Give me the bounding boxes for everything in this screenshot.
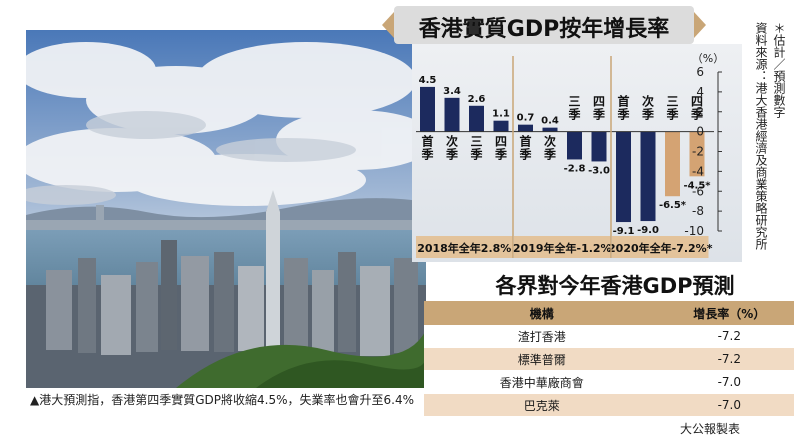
table-row: 巴克萊 -7.0: [424, 393, 794, 417]
rate-cell: -7.0: [659, 393, 794, 417]
table-row: 標準普爾 -7.2: [424, 347, 794, 371]
header-growth-rate: 增長率（%）: [659, 301, 794, 325]
institution-cell: 巴克萊: [424, 393, 660, 417]
chart-title: 香港實質GDP按年增長率: [418, 17, 670, 42]
photo-caption: ▲港大預測指，香港第四季實質GDP將收縮4.5%，失業率也會升至6.4%: [30, 393, 414, 407]
institution-cell: 香港中華廠商會: [424, 370, 660, 394]
hong-kong-skyline-photo: [26, 30, 426, 388]
header-institution: 機構: [424, 301, 660, 325]
rate-cell: -7.2: [659, 325, 794, 348]
table-credit: 大公報製表: [680, 422, 741, 436]
institution-cell: 標準普爾: [424, 347, 660, 371]
institution-cell: 渣打香港: [424, 325, 660, 348]
table-header-row: 機構 增長率（%）: [424, 301, 794, 325]
table-row: 香港中華廠商會 -7.0: [424, 370, 794, 394]
skyline-illustration: [26, 30, 426, 388]
estimate-note: ＊估計／預測數字: [772, 22, 786, 118]
chart-title-banner: 香港實質GDP按年增長率: [382, 6, 706, 44]
rate-cell: -7.0: [659, 370, 794, 394]
rate-cell: -7.2: [659, 347, 794, 371]
forecast-table-title: 各界對今年香港GDP預測: [495, 274, 735, 298]
table-row: 渣打香港 -7.2: [424, 325, 794, 348]
source-note: 資料來源：港大香港經濟及商業策略研究所: [754, 22, 768, 250]
forecast-table: 機構 增長率（%） 渣打香港 -7.2 標準普爾 -7.2 香港中華廠商會 -7…: [424, 301, 794, 417]
